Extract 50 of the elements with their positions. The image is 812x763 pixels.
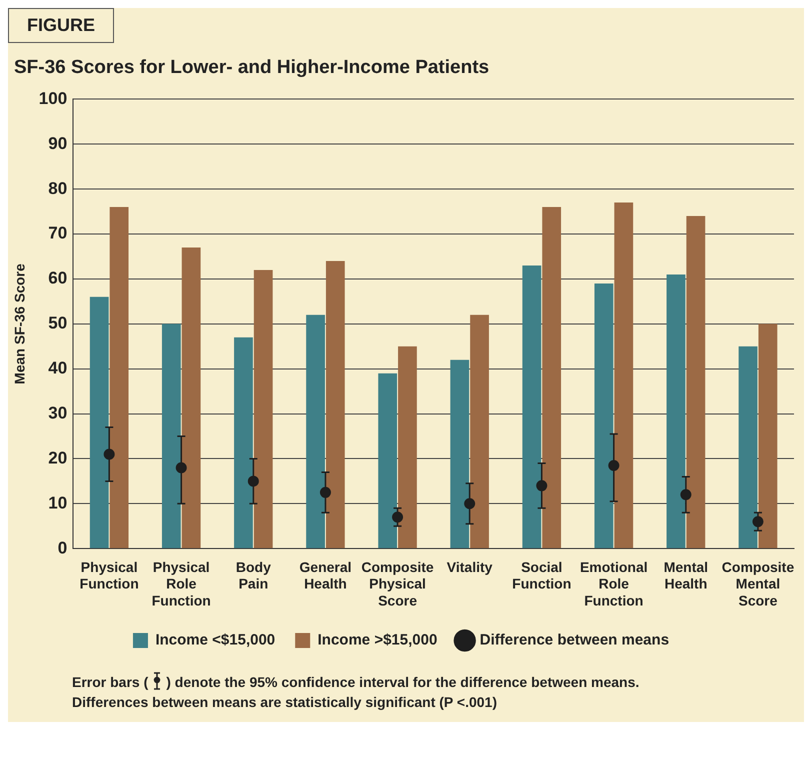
bar — [542, 207, 562, 548]
x-tick-label: Vitality — [446, 558, 493, 575]
y-tick-label: 70 — [48, 224, 68, 243]
x-tick-label: Physical Role Function — [152, 558, 211, 608]
bar — [90, 296, 109, 548]
x-tick-label: Body Pain — [236, 558, 272, 592]
x-tick-label: General Health — [299, 558, 352, 592]
x-tick-label: Physical Function — [80, 558, 139, 592]
y-tick-label: 30 — [48, 403, 68, 422]
x-tick-label: Composite Physical Score — [361, 558, 434, 608]
y-tick-label: 40 — [48, 358, 68, 378]
y-tick-label: 80 — [48, 178, 68, 198]
chart-title: SF-36 Scores for Lower- and Higher-Income Patients — [14, 57, 490, 79]
x-tick-label: Composite Mental Score — [722, 558, 794, 608]
y-tick-label: 90 — [48, 134, 68, 153]
legend-label: Income <$15,000 — [155, 632, 276, 649]
bar — [522, 265, 542, 548]
y-tick-label: 100 — [38, 88, 68, 108]
y-tick-label: 20 — [48, 448, 68, 468]
bar — [110, 207, 129, 548]
text: FIGURE — [8, 8, 114, 43]
bar — [594, 283, 614, 548]
x-tick-label: Social Function — [512, 558, 572, 592]
legend-label: Difference between means — [480, 632, 670, 649]
bar — [326, 260, 345, 548]
bar — [254, 270, 273, 548]
bar — [378, 373, 398, 548]
bar — [666, 274, 686, 548]
bar — [738, 346, 758, 548]
bar — [234, 337, 253, 548]
text: Error bars ( — [72, 674, 148, 690]
bar — [686, 216, 706, 548]
bar — [470, 314, 489, 548]
text: Differences between means are statistically significant (P <.001) — [72, 692, 498, 712]
y-tick-label: 10 — [48, 493, 68, 512]
bar — [614, 202, 634, 548]
bar — [306, 314, 325, 548]
text: ) denote the 95% confidence interval for the difference between means. — [166, 674, 640, 690]
bar — [182, 248, 201, 548]
y-tick-label: 50 — [48, 314, 68, 333]
y-axis-title: Mean SF-36 Score — [11, 263, 28, 384]
legend-label: Income >$15,000 — [318, 632, 438, 649]
bar — [758, 324, 778, 548]
bar — [450, 360, 470, 548]
x-tick-label: Mental Health — [664, 558, 708, 592]
x-tick-label: Emotional Role Function — [580, 558, 648, 608]
bar — [398, 346, 417, 548]
y-tick-label: 0 — [58, 538, 68, 558]
y-tick-label: 60 — [48, 268, 68, 288]
bar — [162, 324, 181, 548]
